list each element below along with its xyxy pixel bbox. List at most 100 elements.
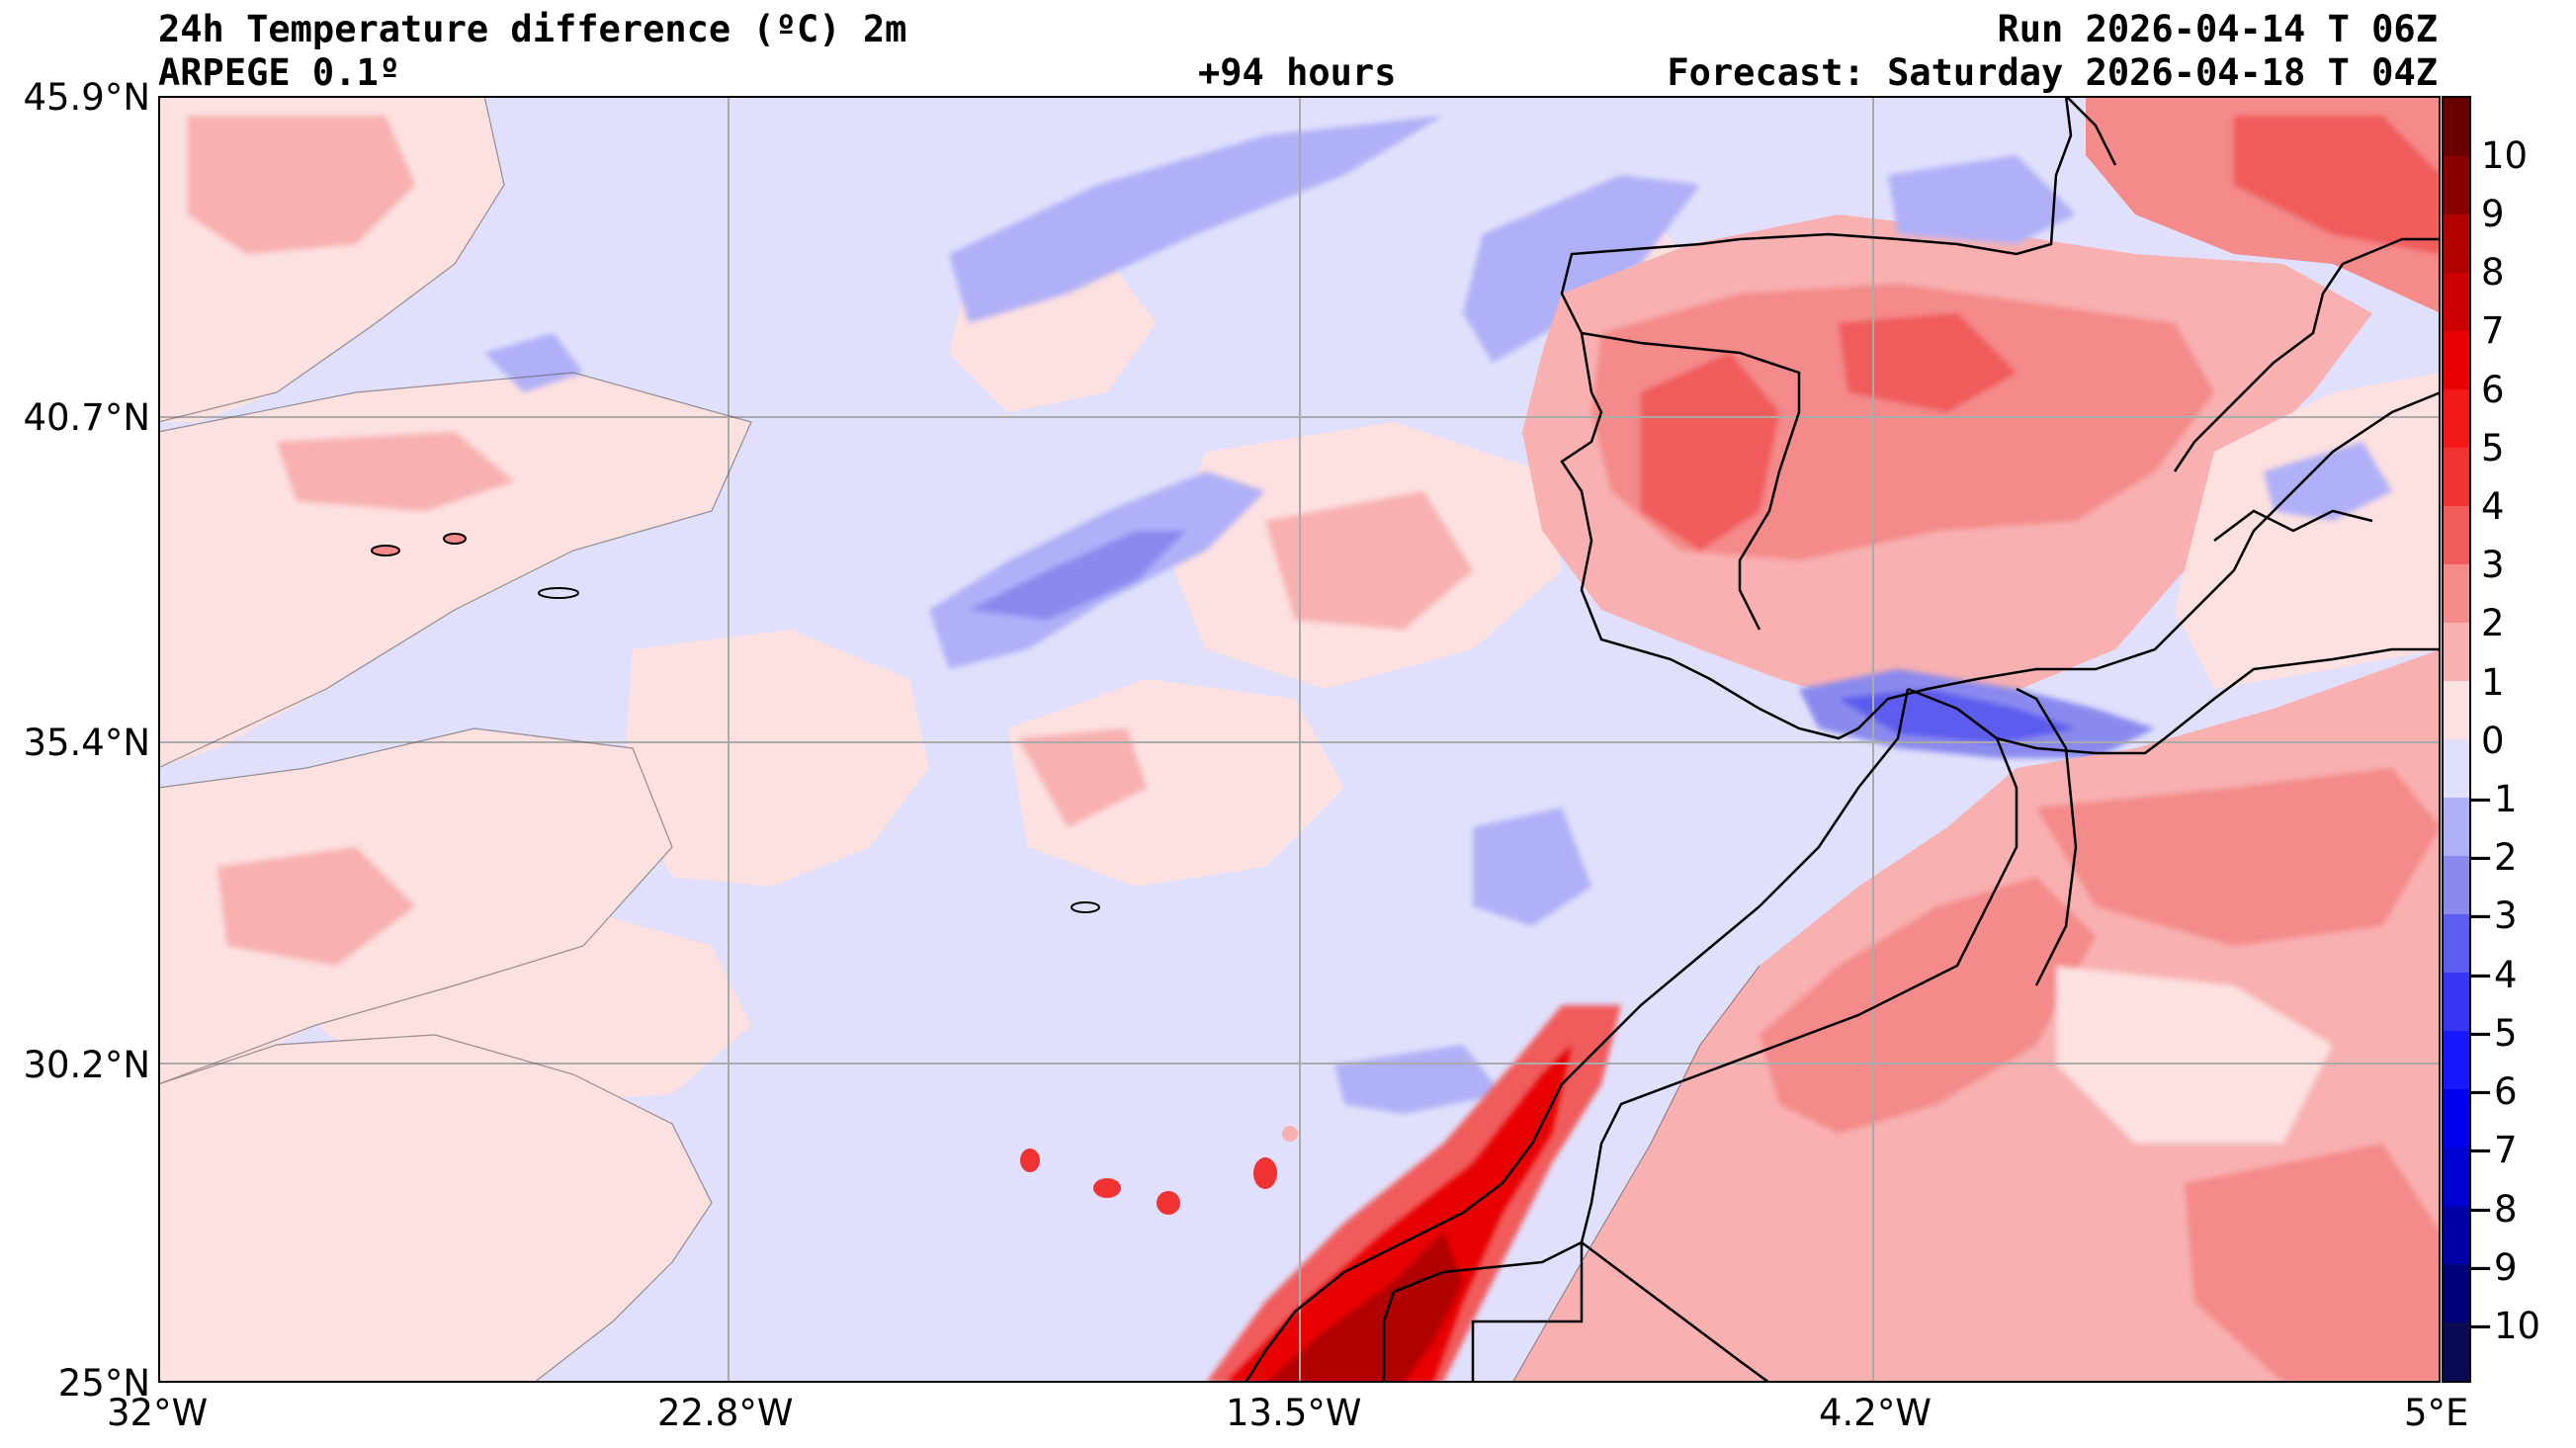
contour-line	[158, 96, 505, 423]
colorbar-tick-label: −7	[2463, 1129, 2518, 1171]
model-label: ARPEGE 0.1º	[158, 51, 401, 94]
coastlines	[1244, 96, 2441, 1383]
colorbar-tick-label: 4	[2481, 485, 2505, 528]
colorbar-swatch	[2444, 273, 2469, 332]
colorbar-swatch	[2444, 623, 2469, 682]
colorbar-swatch	[2444, 331, 2469, 390]
africa-coastline	[1907, 647, 2441, 755]
cold-band	[949, 116, 1443, 323]
colorbar-swatch	[2444, 506, 2469, 565]
iberia-coastline	[1560, 96, 2441, 740]
azores-island	[443, 533, 467, 545]
map-border	[158, 96, 2441, 1383]
warm-region	[158, 1035, 712, 1383]
warm-region	[623, 630, 929, 887]
chart-title: 24h Temperature difference (ºC) 2m	[158, 8, 907, 50]
warm-patch	[1018, 728, 1147, 827]
mauritania-border	[1581, 1241, 1770, 1383]
biscay-cold-patch	[1888, 155, 2076, 244]
colorbar-swatch	[2444, 856, 2469, 915]
atlantic-africa-coastline	[1244, 688, 1910, 1383]
warm-patch	[1265, 491, 1473, 630]
cold-patch	[484, 333, 583, 392]
forecast-label: Forecast: Saturday 2026-04-18 T 04Z	[1667, 51, 2438, 94]
lat-tick-label: 30.2°N	[23, 1044, 150, 1086]
lon-tick-label: 32°W	[107, 1392, 209, 1434]
colorbar	[2442, 96, 2471, 1383]
colorbar-swatch	[2444, 98, 2469, 157]
morocco-border	[1382, 737, 2018, 1383]
lat-tick-label: 25°N	[57, 1362, 150, 1405]
colorbar-tick-label: −4	[2463, 954, 2518, 996]
madeira-island	[1071, 901, 1100, 913]
lat-tick-label: 35.4°N	[23, 722, 150, 764]
warm-patch	[188, 116, 415, 254]
colorbar-tick-label: −2	[2463, 836, 2518, 879]
colorbar-tick-label: 2	[2481, 602, 2505, 644]
contour-line	[158, 372, 752, 769]
lon-tick-label: 5°E	[2404, 1392, 2469, 1434]
colorbar-tick-label: 8	[2481, 251, 2505, 294]
island-hot-spot	[1157, 1191, 1180, 1215]
warm-region	[306, 906, 751, 1104]
island-hot-spot	[1093, 1178, 1121, 1198]
alboran-cold-core	[1839, 689, 2076, 743]
contour-lines	[158, 96, 1760, 1383]
colorbar-tick-label: −8	[2463, 1188, 2518, 1231]
france-coastline	[2065, 96, 2117, 166]
azores-island	[371, 545, 400, 556]
sahara-coast-hot-peak	[1265, 1233, 1463, 1383]
colorbar-swatch	[2444, 448, 2469, 507]
lat-tick-label: 40.7°N	[23, 396, 150, 439]
colorbar-tick-label: 7	[2481, 309, 2505, 352]
colorbar-swatch	[2444, 973, 2469, 1032]
cold-patch	[1334, 1045, 1503, 1114]
algeria-border	[2016, 687, 2078, 986]
temperature-map	[158, 96, 2441, 1383]
mediterranean-cold-patch	[2264, 442, 2392, 521]
north-africa-warm-core	[2185, 1144, 2441, 1383]
colorbar-tick-label: −6	[2463, 1070, 2518, 1113]
colorbar-swatch	[2444, 1031, 2469, 1090]
portugal-border	[1581, 331, 1801, 631]
lon-tick-label: 22.8°W	[657, 1392, 794, 1434]
iberia-hot-spot	[1839, 313, 2017, 412]
colorbar-tick-label: 9	[2481, 193, 2505, 235]
colorbar-swatch	[2444, 1264, 2469, 1323]
colorbar-swatch	[2444, 1089, 2469, 1149]
run-label: Run 2026-04-14 T 06Z	[1997, 8, 2438, 50]
colorbar-swatch	[2444, 389, 2469, 449]
lead-time-label: +94 hours	[1198, 51, 1397, 94]
map-svg	[158, 96, 2441, 1383]
colorbar-tick-label: −5	[2463, 1012, 2518, 1055]
cold-band	[1463, 175, 1700, 363]
contour-line	[158, 1034, 713, 1383]
sahara-coast-hot-strip	[1206, 1005, 1621, 1383]
colorbar-tick-label: −1	[2463, 778, 2518, 820]
colorbar-swatch	[2444, 214, 2469, 274]
warm-patch	[277, 432, 514, 511]
contour-line	[1511, 965, 1760, 1383]
lat-tick-label: 45.9°N	[23, 76, 150, 119]
colorbar-swatch	[2444, 156, 2469, 215]
mediterranean-region	[2175, 373, 2441, 689]
colorbar-swatch	[2444, 564, 2469, 624]
north-africa-mild-patch	[2056, 966, 2333, 1144]
graticule	[158, 96, 2441, 1383]
colorbar-tick-label: −9	[2463, 1246, 2518, 1289]
colorbar-tick-label: −3	[2463, 894, 2518, 937]
island-hot-spot	[1253, 1157, 1277, 1189]
colorbar-tick-label: 1	[2481, 661, 2505, 704]
colorbar-tick-label: 5	[2481, 427, 2505, 469]
colorbar-tick-label: 3	[2481, 544, 2505, 586]
iberia-hot-spot	[1641, 353, 1779, 551]
north-africa-warm-core	[2036, 768, 2441, 946]
lon-tick-label: 13.5°W	[1226, 1392, 1362, 1434]
colorbar-svg	[2444, 98, 2469, 1382]
warm-region	[1008, 679, 1344, 887]
north-africa-warm-core	[1760, 877, 2096, 1134]
colorbar-swatch	[2444, 1206, 2469, 1265]
colorbar-swatch	[2444, 798, 2469, 857]
azores-island	[538, 587, 579, 599]
colorbar-swatch	[2444, 914, 2469, 974]
